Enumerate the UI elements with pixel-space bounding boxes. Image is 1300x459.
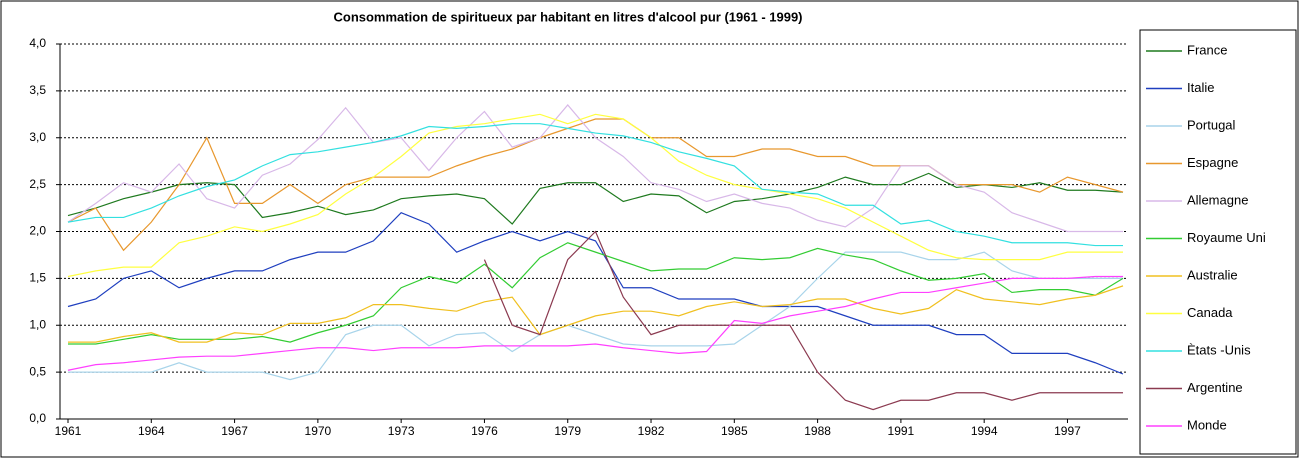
x-tick-label: 1964 bbox=[138, 424, 165, 438]
legend-label: Allemagne bbox=[1187, 192, 1248, 207]
y-tick-label: 4,0 bbox=[29, 36, 46, 50]
legend-label: Espagne bbox=[1187, 155, 1238, 170]
legend-label: Royaume Uni bbox=[1187, 230, 1266, 245]
y-tick-label: 2,0 bbox=[29, 224, 46, 238]
legend-label: Argentine bbox=[1187, 380, 1243, 395]
series-line bbox=[67, 212, 1124, 375]
x-tick-label: 1997 bbox=[1054, 424, 1081, 438]
series-line bbox=[68, 251, 1123, 381]
y-tick-label: 1,5 bbox=[29, 271, 46, 285]
series-line bbox=[67, 113, 1123, 278]
x-tick-label: 1961 bbox=[55, 424, 82, 438]
series-line bbox=[68, 242, 1124, 345]
series-line bbox=[483, 230, 1123, 411]
series-line bbox=[67, 123, 1123, 247]
legend-label: Ètats -Unis bbox=[1187, 342, 1251, 357]
series-line bbox=[67, 172, 1124, 225]
y-tick-label: 2,5 bbox=[29, 177, 46, 191]
series-line bbox=[68, 285, 1124, 343]
series-line bbox=[67, 104, 1123, 233]
legend-label: Canada bbox=[1187, 305, 1233, 320]
series-line bbox=[67, 275, 1123, 371]
y-tick-label: 3,5 bbox=[29, 83, 46, 97]
y-tick-label: 3,0 bbox=[29, 130, 46, 144]
legend-label: Portugal bbox=[1187, 117, 1236, 132]
x-tick-label: 1988 bbox=[804, 424, 831, 438]
legend-label: France bbox=[1187, 42, 1227, 57]
y-tick-label: 1,0 bbox=[29, 317, 46, 331]
legend-label: Monde bbox=[1187, 417, 1227, 432]
x-tick-label: 1991 bbox=[888, 424, 915, 438]
x-tick-label: 1985 bbox=[721, 424, 748, 438]
x-tick-label: 1976 bbox=[471, 424, 498, 438]
legend-label: Italie bbox=[1187, 80, 1214, 95]
x-tick-label: 1982 bbox=[638, 424, 665, 438]
chart-title: Consommation de spiritueux par habitant … bbox=[333, 9, 802, 24]
x-tick-label: 1994 bbox=[971, 424, 998, 438]
x-tick-label: 1973 bbox=[388, 424, 415, 438]
legend-label: Australie bbox=[1187, 267, 1238, 282]
y-tick-label: 0,0 bbox=[29, 411, 46, 425]
x-tick-label: 1970 bbox=[305, 424, 332, 438]
legend-box bbox=[1139, 29, 1297, 455]
x-tick-label: 1979 bbox=[554, 424, 581, 438]
y-tick-label: 0,5 bbox=[29, 364, 46, 378]
x-tick-label: 1967 bbox=[221, 424, 248, 438]
